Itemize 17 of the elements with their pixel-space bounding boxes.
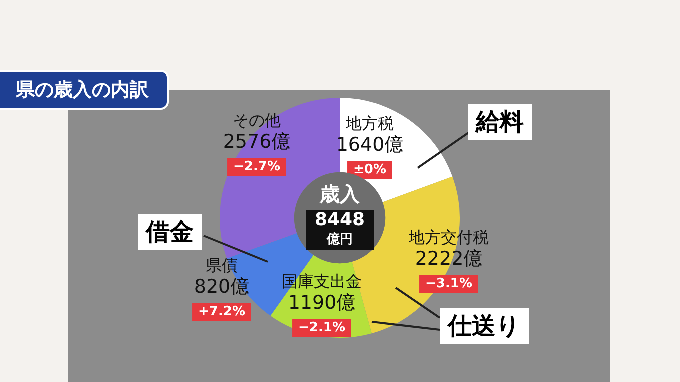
text: ±0% — [354, 162, 386, 178]
text: 借金 — [138, 214, 202, 250]
text: −2.1% — [298, 320, 346, 336]
text: −3.1% — [426, 276, 472, 292]
slice-label: 国庫支出金 — [282, 272, 362, 292]
slice-label: 地方税 — [345, 114, 394, 134]
text: 億円 — [326, 231, 353, 248]
data-label: 2222億 — [415, 248, 483, 270]
data-label: 1190億 — [288, 292, 356, 314]
text: +7.2% — [198, 304, 246, 320]
text: −2.7% — [234, 159, 280, 174]
text: 給料 — [468, 104, 532, 140]
text: 仕送り — [440, 308, 529, 344]
data-label: 2576億 — [223, 130, 291, 153]
slice-label: その他 — [233, 111, 281, 130]
text: 歳入 — [319, 182, 361, 206]
text: 8448 — [314, 210, 366, 231]
